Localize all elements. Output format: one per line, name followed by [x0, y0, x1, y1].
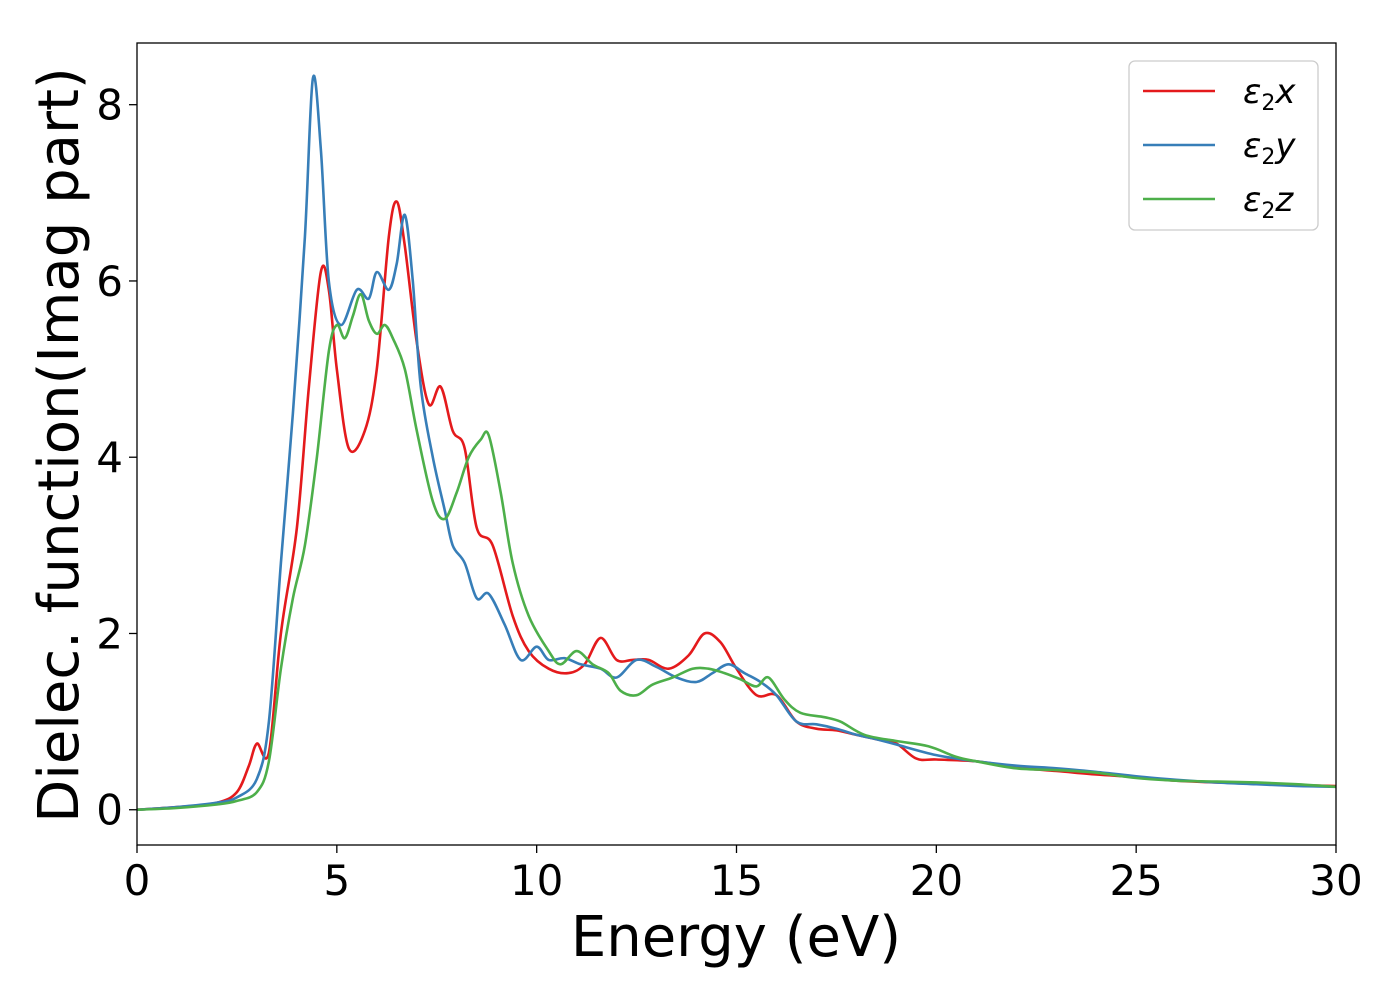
x-axis-ticks: 0 5 10 15 20 25 30 — [124, 845, 1363, 905]
legend-box — [1128, 60, 1319, 231]
x-tick-label: 10 — [510, 856, 563, 905]
x-tick-label: 15 — [710, 856, 763, 905]
legend-label-z: ε2z — [1243, 180, 1294, 224]
x-tick-label: 30 — [1309, 856, 1362, 905]
series-line-y — [137, 74, 1336, 811]
y-axis-ticks: 0 2 4 6 8 — [96, 81, 137, 835]
y-tick-label: 6 — [96, 257, 123, 306]
y-tick-label: 4 — [96, 433, 123, 482]
y-tick-label: 2 — [96, 609, 123, 658]
series-line-x — [137, 200, 1336, 811]
y-tick-label: 0 — [96, 786, 123, 835]
legend-label-x: ε2x — [1243, 72, 1296, 116]
x-tick-label: 25 — [1109, 856, 1162, 905]
y-axis-title: Dielec. function(Imag part) — [27, 67, 92, 823]
legend-label-y: ε2y — [1243, 126, 1296, 170]
x-axis-title: Energy (eV) — [571, 905, 901, 970]
x-tick-label: 20 — [910, 856, 963, 905]
x-tick-label: 5 — [323, 856, 350, 905]
x-tick-label: 0 — [124, 856, 151, 905]
y-tick-label: 8 — [96, 81, 123, 130]
legend: ε2x ε2y ε2z — [1128, 60, 1319, 231]
series-line-z — [137, 292, 1336, 811]
